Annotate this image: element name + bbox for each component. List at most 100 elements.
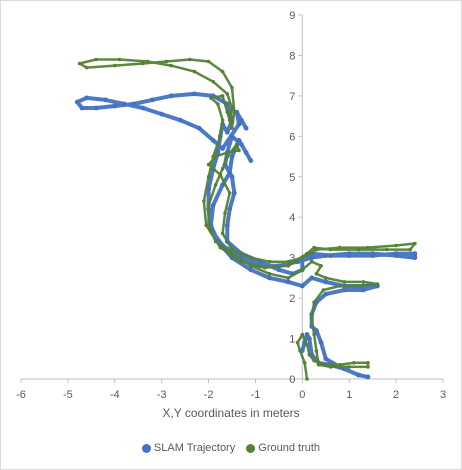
data-point [249, 264, 253, 268]
data-point [235, 143, 239, 147]
x-tick-label: -6 [16, 389, 26, 401]
data-point [312, 359, 316, 363]
data-point [366, 361, 370, 365]
data-point [80, 106, 85, 111]
data-point [113, 64, 117, 68]
data-point [219, 173, 223, 177]
legend-ground-truth-label: Ground truth [258, 442, 320, 454]
data-point [211, 203, 216, 208]
data-point [376, 282, 380, 286]
data-point [312, 246, 316, 250]
data-point [165, 60, 169, 64]
data-point [338, 246, 342, 250]
data-point [324, 363, 328, 367]
x-axis-title: X,Y coordinates in meters [162, 406, 299, 420]
y-tick-label: 5 [289, 172, 295, 184]
data-point [300, 284, 305, 289]
data-point [305, 343, 309, 347]
data-point [193, 70, 197, 74]
y-tick-label: 4 [289, 212, 295, 224]
data-point [226, 151, 230, 155]
data-point [413, 255, 418, 260]
data-point [94, 58, 98, 62]
data-point [159, 112, 164, 117]
x-tick-label: 1 [346, 389, 352, 401]
data-point [207, 203, 211, 207]
data-point [220, 146, 225, 151]
data-point [233, 110, 237, 114]
data-point [214, 183, 218, 187]
data-point [192, 92, 197, 97]
data-point [366, 365, 370, 369]
series-ground-truth-line [80, 60, 415, 380]
y-tick-label: 7 [289, 91, 295, 103]
data-point [319, 340, 324, 345]
data-point [305, 252, 309, 256]
data-point [219, 135, 223, 139]
data-point [141, 62, 145, 66]
data-point [230, 126, 234, 130]
data-point [75, 100, 80, 105]
y-tick-label: 6 [289, 131, 295, 143]
x-tick-label: -3 [157, 389, 167, 401]
data-point [310, 317, 314, 321]
data-point [237, 149, 241, 153]
data-point [310, 260, 314, 264]
data-point [237, 122, 242, 127]
data-point [221, 167, 225, 171]
data-point [305, 377, 309, 381]
data-point [230, 86, 234, 90]
data-point [141, 106, 146, 111]
data-point [216, 102, 220, 106]
data-point [226, 155, 230, 159]
y-tick-label: 1 [289, 334, 295, 346]
data-point [131, 102, 136, 107]
data-point [323, 356, 328, 361]
data-point [323, 292, 328, 297]
data-point [211, 155, 215, 159]
data-point [319, 264, 323, 268]
x-tick-label: -4 [110, 389, 120, 401]
data-point [329, 248, 333, 252]
data-point [232, 191, 237, 196]
data-point [227, 170, 232, 175]
data-point [301, 268, 305, 272]
series-slam-trajectory-line [77, 94, 415, 377]
data-point [356, 373, 361, 378]
data-point [122, 102, 127, 107]
legend-slam-label: SLAM Trajectory [154, 442, 235, 454]
data-point [169, 64, 173, 68]
data-point [394, 244, 398, 248]
data-point [214, 240, 218, 244]
data-point [307, 336, 312, 341]
data-point [219, 246, 223, 250]
y-tick-label: 0 [289, 374, 295, 386]
data-point [230, 174, 235, 179]
data-point [103, 98, 108, 103]
data-point [308, 353, 312, 357]
data-point [197, 126, 202, 131]
data-point [287, 276, 291, 280]
legend-slam-marker-icon [142, 444, 151, 453]
data-point [315, 272, 319, 276]
data-point [84, 96, 89, 101]
legend-item-ground-truth: Ground truth [246, 442, 320, 454]
data-point [323, 280, 328, 285]
data-point [347, 365, 351, 369]
data-point [315, 349, 319, 353]
data-point [94, 106, 99, 111]
data-point [225, 130, 230, 135]
data-point [150, 98, 155, 103]
data-point [209, 96, 213, 100]
data-point [248, 158, 253, 163]
data-point [207, 163, 211, 167]
data-point [239, 118, 244, 123]
data-point [221, 94, 225, 98]
data-point [296, 341, 300, 345]
data-point [317, 363, 321, 367]
data-point [324, 276, 328, 280]
data-point [347, 251, 352, 256]
data-point [413, 242, 417, 246]
data-point [188, 58, 192, 62]
data-point [352, 361, 356, 365]
